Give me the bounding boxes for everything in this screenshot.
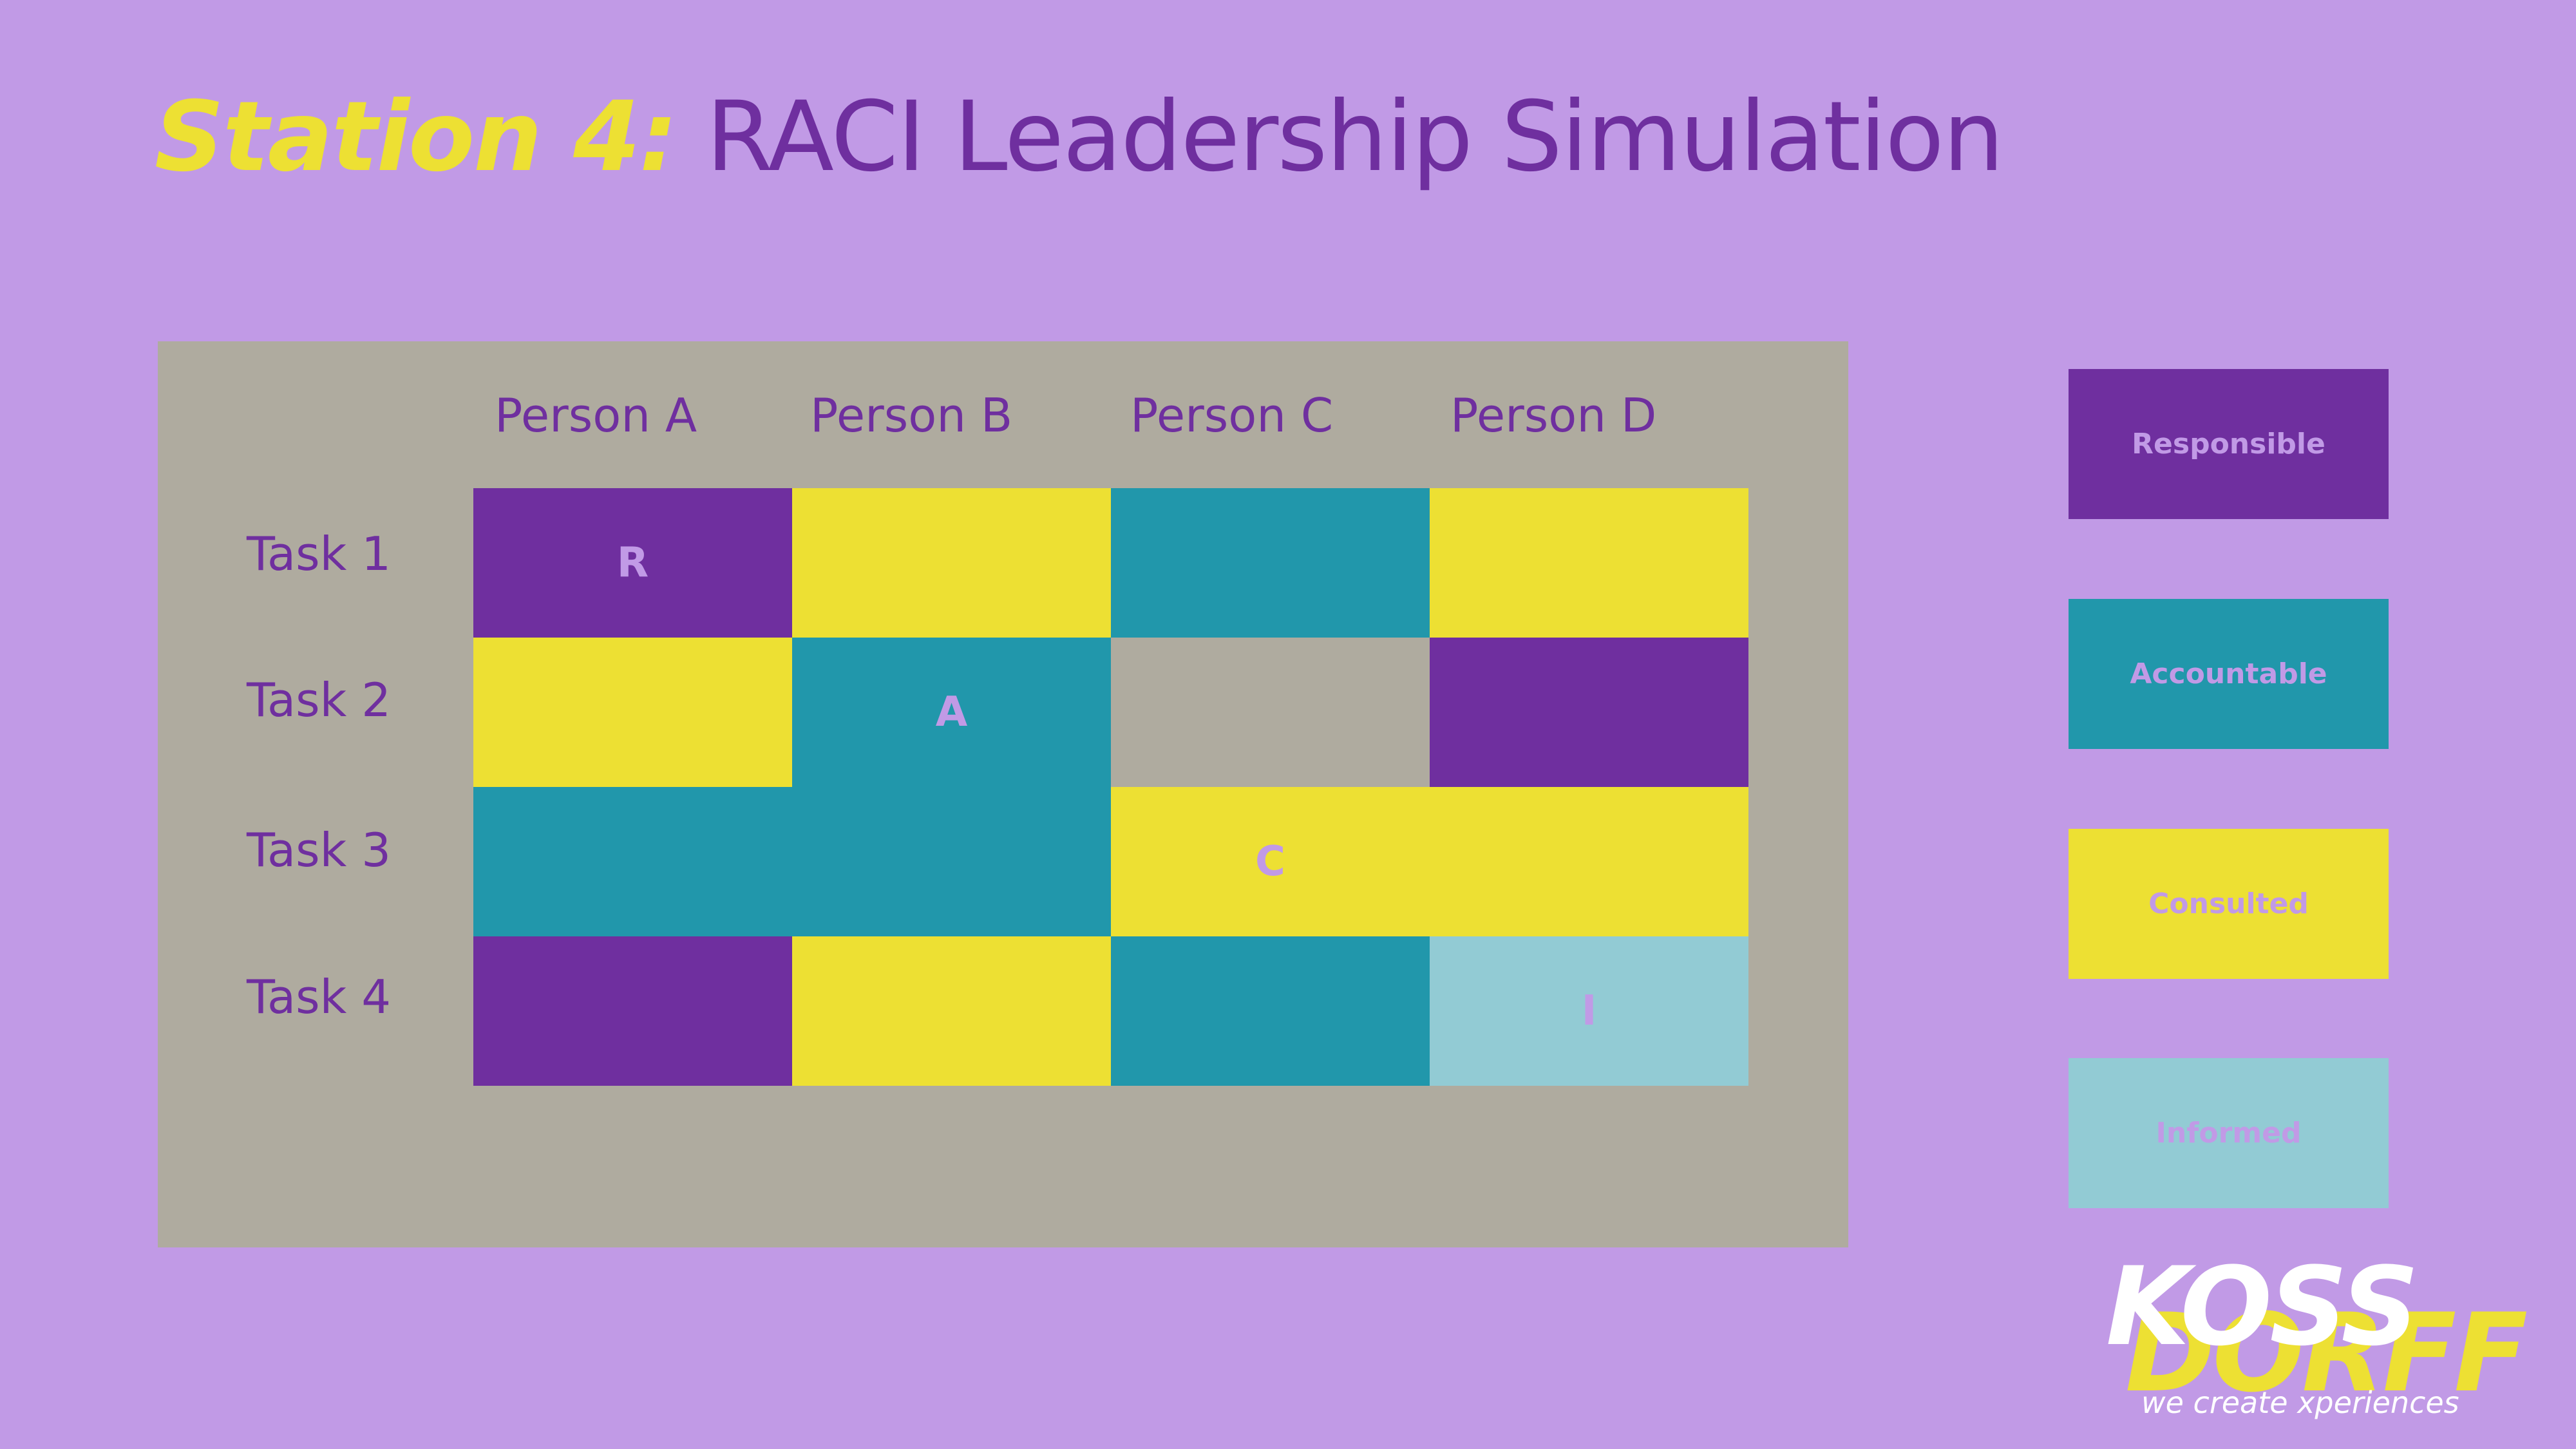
matrix-cell [792, 936, 1111, 1086]
matrix-cell [792, 488, 1111, 638]
row-label-task-2: Task 2 [246, 673, 392, 727]
matrix-cell: A [792, 638, 1111, 787]
matrix-cell [473, 936, 792, 1086]
matrix-cell [1430, 638, 1748, 787]
matrix-cell [473, 638, 792, 787]
matrix-cell [792, 787, 1111, 936]
logo-dorff: DORFF [2125, 1290, 2528, 1416]
matrix-cell [1111, 488, 1430, 638]
column-header-person-a: Person A [495, 388, 697, 442]
matrix-cell: R [473, 488, 792, 638]
legend-consulted: Consulted [2069, 829, 2389, 979]
matrix-cell [1430, 787, 1748, 936]
raci-matrix-panel: Person A Person B Person C Person D Task… [158, 341, 1848, 1247]
title-prefix: Station 4: [155, 81, 677, 193]
legend-responsible: Responsible [2069, 369, 2389, 519]
logo-tagline: we create xperiences [2141, 1385, 2459, 1420]
row-label-task-1: Task 1 [246, 527, 392, 581]
row-label-task-4: Task 4 [246, 970, 392, 1024]
column-header-person-b: Person B [810, 388, 1013, 442]
page-title: Station 4: RACI Leadership Simulation [155, 76, 2004, 198]
matrix-cell [1111, 936, 1430, 1086]
legend-informed: Informed [2069, 1058, 2389, 1208]
legend-accountable: Accountable [2069, 599, 2389, 749]
row-label-task-3: Task 3 [246, 823, 392, 877]
matrix-cell: C [1111, 787, 1430, 936]
column-header-person-c: Person C [1130, 388, 1334, 442]
column-header-person-d: Person D [1450, 388, 1657, 442]
logo-koss: KOSS [2106, 1244, 2419, 1370]
matrix-cell [1430, 488, 1748, 638]
matrix-cell [473, 787, 792, 936]
matrix-cell: I [1430, 936, 1748, 1086]
kossdorff-logo: DORFF KOSS we create xperiences [2106, 1244, 2528, 1420]
title-main: RACI Leadership Simulation [706, 81, 2004, 193]
matrix-cell [1111, 638, 1430, 787]
